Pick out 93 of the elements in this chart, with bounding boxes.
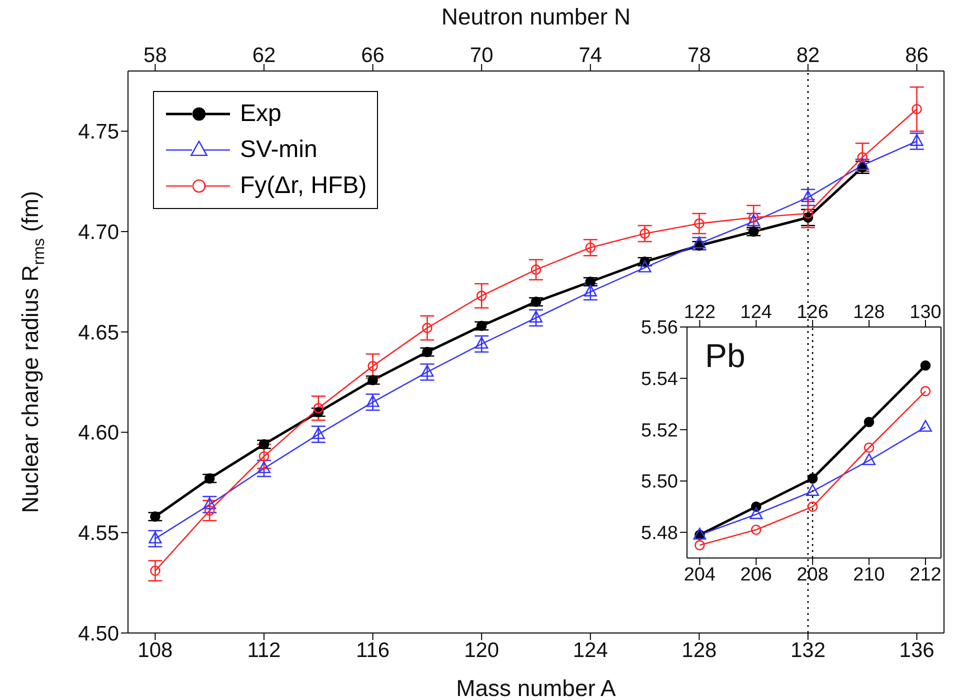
point (585, 242, 596, 253)
x2-tick-label: 122 (684, 302, 716, 323)
x2-tick-label: 126 (796, 302, 828, 323)
point (920, 360, 931, 371)
x-tick-label: 112 (247, 638, 281, 662)
point (802, 208, 814, 219)
point (476, 320, 487, 332)
point (864, 416, 874, 428)
point (856, 158, 869, 170)
point (694, 540, 705, 550)
point (910, 134, 924, 146)
point (476, 290, 487, 301)
x-tick-label: 204 (684, 564, 716, 586)
point (748, 226, 759, 237)
point (638, 260, 652, 272)
point (312, 427, 325, 439)
point (807, 473, 818, 484)
y-tick-label: 5.50 (641, 472, 678, 493)
point (584, 284, 597, 296)
x-tick-label: 136 (899, 638, 934, 662)
point (368, 374, 378, 386)
x-tick-label: 132 (790, 638, 826, 662)
x2-tick-label: 128 (853, 302, 885, 323)
point (912, 104, 922, 114)
point (366, 395, 380, 407)
y-tick-label: 5.56 (641, 318, 678, 339)
y-tick-label: 4.50 (78, 622, 119, 646)
x-tick-label: 108 (138, 638, 173, 662)
point (640, 228, 650, 239)
x2-tick-label: 74 (578, 44, 602, 67)
x-tick-label: 124 (572, 638, 608, 662)
point (422, 322, 432, 334)
point (150, 566, 160, 576)
point (530, 310, 542, 323)
x-tick-label: 206 (740, 564, 772, 586)
point (422, 346, 432, 358)
point (918, 420, 932, 432)
y-tick-label: 5.52 (641, 420, 678, 442)
point (802, 190, 814, 202)
legend-label: Exp (240, 100, 282, 128)
y-tick-label: 4.60 (78, 422, 119, 445)
point (585, 276, 596, 287)
x2-tick-label: 62 (252, 44, 276, 67)
x2-tick-label: 130 (910, 302, 942, 323)
point (748, 212, 759, 223)
x2-tick-label: 124 (740, 302, 772, 323)
x2-tick-label: 66 (361, 44, 384, 67)
point (148, 531, 162, 544)
point (862, 453, 876, 466)
legend-label: SV-min (240, 136, 318, 164)
point (750, 524, 762, 535)
point (313, 403, 324, 414)
point (750, 507, 763, 520)
x-tick-label: 128 (682, 638, 717, 662)
point (920, 386, 931, 396)
y-tick-label: 4.70 (78, 221, 119, 244)
x2-tick-label: 70 (470, 44, 494, 67)
point (150, 511, 160, 522)
x2-tick-label: 82 (796, 44, 820, 67)
point (857, 152, 868, 162)
y-tick-label: 4.75 (78, 120, 119, 144)
point (807, 502, 818, 512)
point (747, 214, 760, 226)
point (864, 442, 874, 453)
y-tick-label: 5.54 (641, 369, 678, 390)
legend-label: Fy(Δr, HFB) (240, 172, 367, 200)
x-axis-title: Mass number A (456, 675, 617, 700)
x2-tick-label: 86 (905, 44, 928, 67)
point (530, 264, 542, 275)
point (530, 296, 542, 307)
annotation: Pb (705, 337, 746, 374)
x2-axis-title: Neutron number N (441, 3, 631, 30)
point (204, 505, 215, 516)
point (204, 473, 215, 484)
x-tick-label: 208 (796, 564, 828, 586)
x2-tick-label: 78 (688, 44, 711, 67)
point (694, 218, 704, 229)
point (475, 336, 488, 349)
point (368, 360, 378, 372)
point (420, 364, 434, 377)
x2-tick-label: 58 (144, 44, 167, 67)
x-tick-label: 116 (356, 638, 390, 662)
point (258, 461, 270, 474)
point (258, 439, 270, 450)
y-tick-label: 4.65 (78, 321, 119, 344)
x-tick-label: 210 (853, 564, 885, 586)
point (258, 451, 270, 462)
y-tick-label: 5.48 (641, 523, 678, 544)
x-tick-label: 120 (464, 638, 500, 662)
point (806, 484, 820, 496)
y-tick-label: 4.55 (78, 522, 119, 546)
point (203, 497, 216, 510)
x-tick-label: 212 (910, 564, 942, 586)
